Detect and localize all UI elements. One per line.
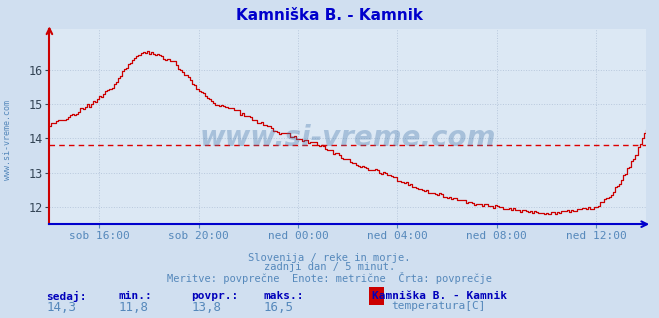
- Text: temperatura[C]: temperatura[C]: [391, 301, 486, 311]
- Text: 14,3: 14,3: [46, 301, 76, 315]
- Text: Kamniška B. - Kamnik: Kamniška B. - Kamnik: [372, 291, 507, 301]
- Text: sedaj:: sedaj:: [46, 291, 86, 302]
- Text: 16,5: 16,5: [264, 301, 294, 315]
- Text: 11,8: 11,8: [119, 301, 149, 315]
- Text: Slovenija / reke in morje.: Slovenija / reke in morje.: [248, 253, 411, 263]
- Text: Kamniška B. - Kamnik: Kamniška B. - Kamnik: [236, 8, 423, 23]
- Text: povpr.:: povpr.:: [191, 291, 239, 301]
- Text: www.si-vreme.com: www.si-vreme.com: [200, 124, 496, 152]
- Text: min.:: min.:: [119, 291, 152, 301]
- Text: maks.:: maks.:: [264, 291, 304, 301]
- Text: www.si-vreme.com: www.si-vreme.com: [3, 100, 12, 180]
- Text: Meritve: povprečne  Enote: metrične  Črta: povprečje: Meritve: povprečne Enote: metrične Črta:…: [167, 272, 492, 284]
- Text: 13,8: 13,8: [191, 301, 221, 315]
- Text: zadnji dan / 5 minut.: zadnji dan / 5 minut.: [264, 262, 395, 272]
